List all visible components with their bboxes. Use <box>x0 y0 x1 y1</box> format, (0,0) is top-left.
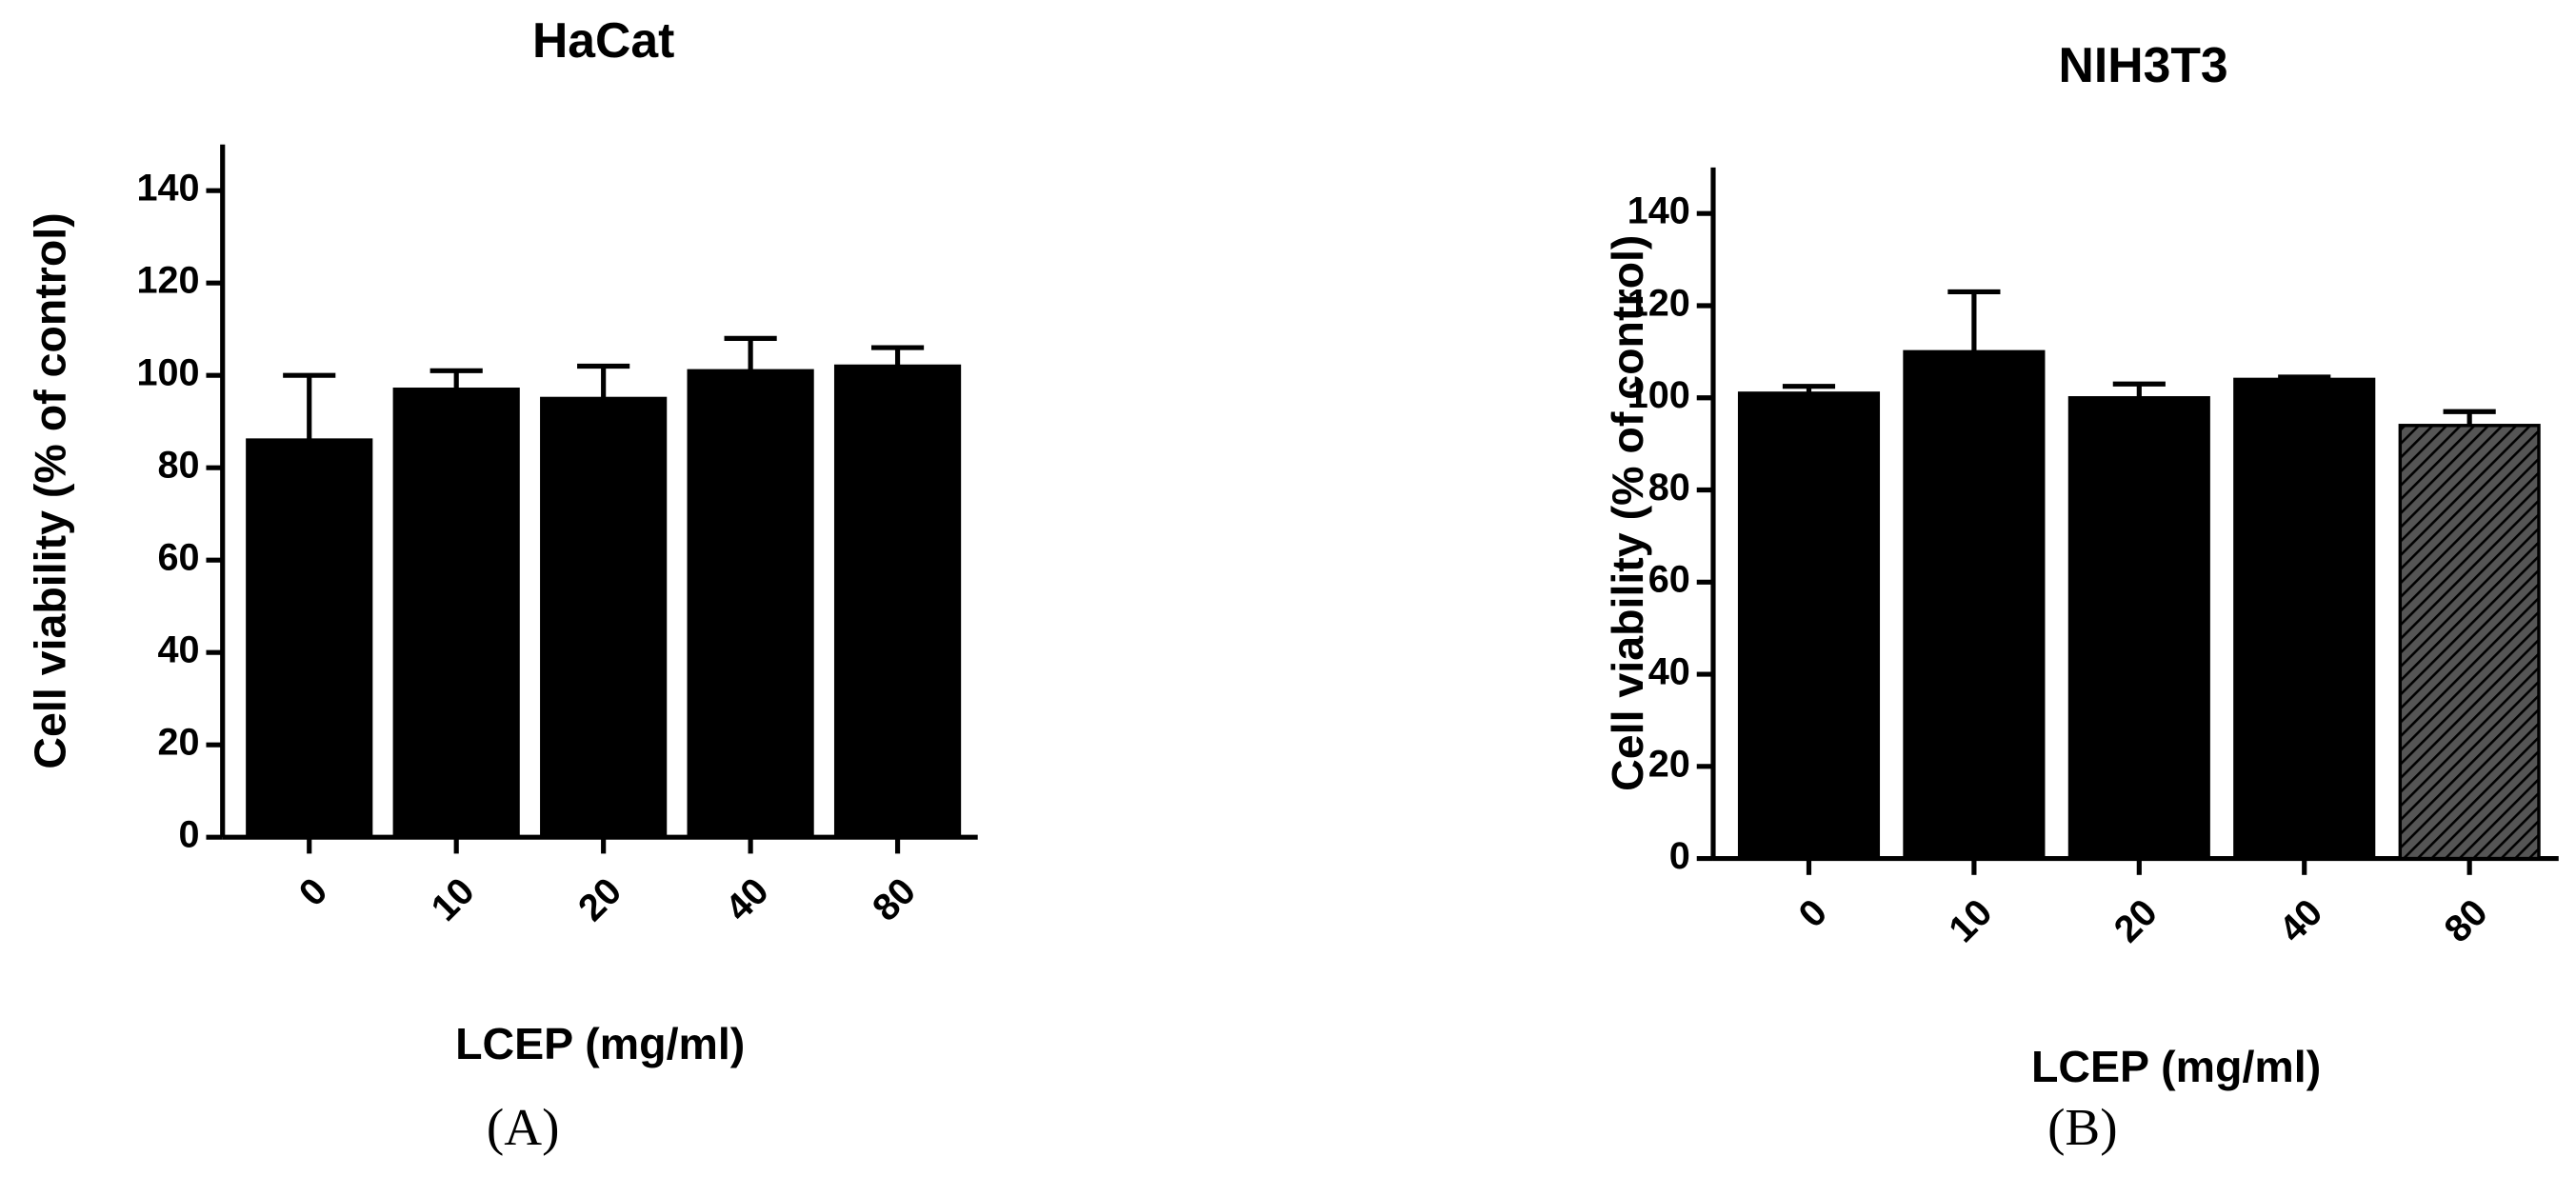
chart-title: NIH3T3 <box>2059 37 2228 92</box>
panel-label: (B) <box>2047 1098 2118 1156</box>
bar <box>687 369 814 839</box>
y-tick-label: 140 <box>1627 190 1690 232</box>
bar <box>1903 349 2046 861</box>
x-tick-label: 40 <box>717 870 776 929</box>
bar <box>540 396 668 839</box>
y-tick-label: 140 <box>136 168 199 209</box>
x-tick-label: 20 <box>2107 891 2166 950</box>
x-axis-label: LCEP (mg/ml) <box>2031 1042 2321 1091</box>
x-tick-label: 40 <box>2271 891 2330 950</box>
bar <box>2067 396 2210 861</box>
y-axis-label: Cell viability (% of control) <box>1603 235 1652 791</box>
y-tick-label: 20 <box>158 722 200 764</box>
y-tick-label: 20 <box>1648 743 1690 785</box>
x-tick-label: 10 <box>1941 891 2000 950</box>
x-tick-label: 0 <box>291 870 336 915</box>
y-axis-label: Cell viability (% of control) <box>25 212 74 768</box>
y-tick-label: 40 <box>1648 651 1690 693</box>
y-tick-label: 60 <box>1648 559 1690 601</box>
y-tick-label: 60 <box>158 537 200 579</box>
y-tick-label: 100 <box>1627 374 1690 416</box>
x-axis-label: LCEP (mg/ml) <box>455 1019 745 1068</box>
chart-title: HaCat <box>532 12 674 68</box>
bar <box>2398 424 2541 861</box>
bar <box>392 388 520 839</box>
y-tick-label: 80 <box>1648 467 1690 509</box>
y-tick-label: 100 <box>136 352 199 394</box>
bar <box>1737 391 1881 861</box>
x-tick-label: 0 <box>1790 891 1835 936</box>
bar <box>2233 377 2376 861</box>
x-tick-label: 80 <box>865 870 924 929</box>
y-tick-label: 40 <box>158 629 200 671</box>
x-tick-label: 80 <box>2436 891 2495 950</box>
bar <box>246 438 373 839</box>
y-tick-label: 120 <box>1627 282 1690 324</box>
x-tick-label: 10 <box>423 870 482 929</box>
y-tick-label: 80 <box>158 445 200 487</box>
y-tick-label: 0 <box>179 814 200 856</box>
bar <box>833 364 962 839</box>
x-tick-label: 20 <box>570 870 629 929</box>
panel-label: (A) <box>487 1098 560 1156</box>
y-tick-label: 120 <box>136 260 199 302</box>
y-tick-label: 0 <box>1669 835 1690 877</box>
